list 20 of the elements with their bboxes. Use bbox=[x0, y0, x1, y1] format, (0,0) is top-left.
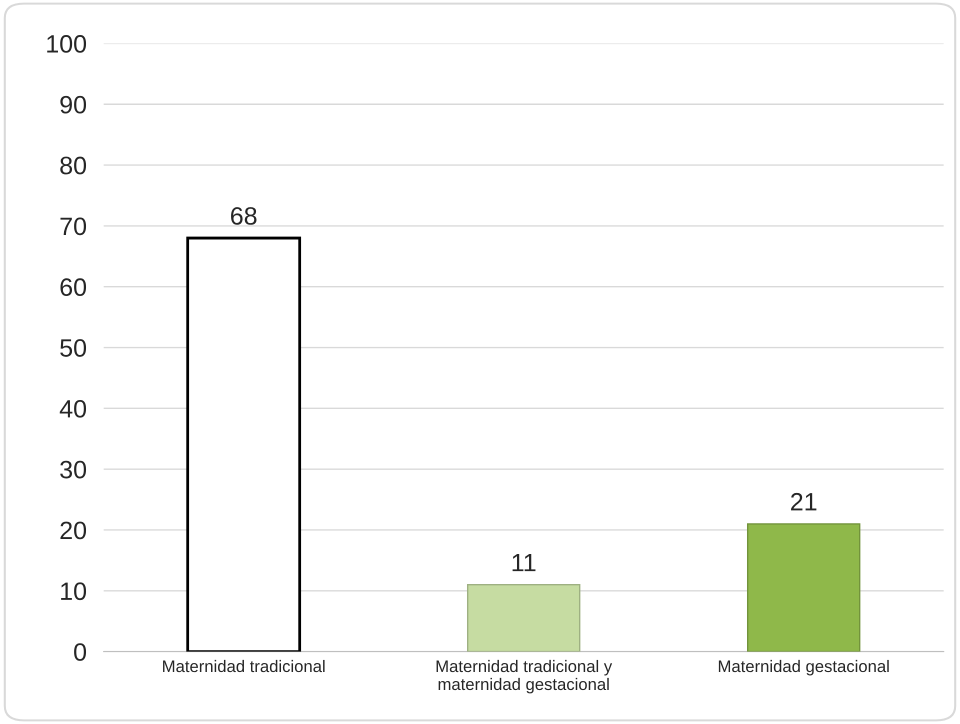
y-tick-label: 50 bbox=[60, 339, 86, 357]
bar bbox=[746, 523, 860, 652]
y-tick-label: 20 bbox=[60, 522, 86, 540]
y-tick-label: 40 bbox=[60, 400, 86, 418]
bar bbox=[466, 584, 580, 652]
y-tick-label: 70 bbox=[60, 217, 86, 236]
y-tick-label: 90 bbox=[60, 96, 86, 114]
data-label: 68 bbox=[231, 207, 256, 225]
x-tick-label: Maternidad tradicional y maternidad gestacional bbox=[436, 660, 612, 694]
y-tick-label: 80 bbox=[60, 156, 86, 174]
y-tick-label: 30 bbox=[60, 460, 86, 478]
y-tick-label: 100 bbox=[47, 35, 86, 53]
data-label: 11 bbox=[512, 554, 536, 572]
bar bbox=[186, 236, 302, 652]
y-tick-label: 0 bbox=[74, 643, 86, 661]
y-tick-label: 10 bbox=[61, 582, 86, 600]
x-tick-label: Maternidad gestacional bbox=[718, 660, 889, 676]
y-tick-label: 60 bbox=[60, 278, 86, 296]
data-label: 21 bbox=[791, 492, 816, 510]
x-tick-label: Maternidad tradicional bbox=[163, 660, 325, 672]
